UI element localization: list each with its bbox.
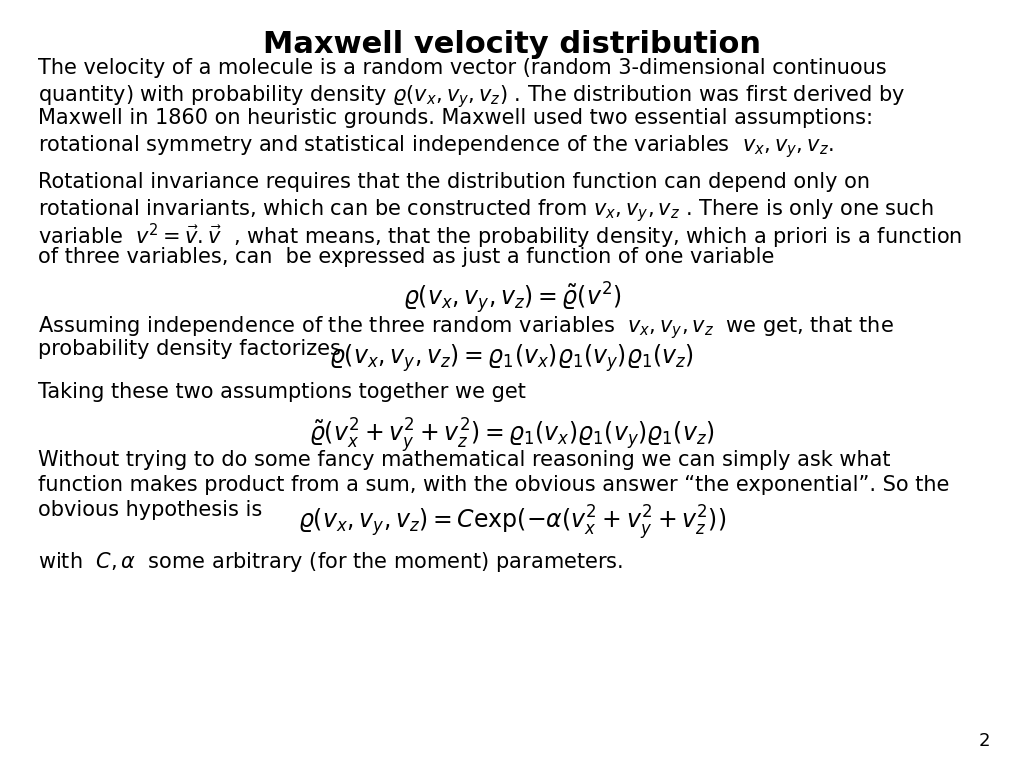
Text: quantity) with probability density $\varrho(v_x, v_y, v_z)$ . The distribution w: quantity) with probability density $\var… <box>38 83 905 110</box>
Text: variable  $v^2 = \vec{v}.\vec{v}$  , what means, that the probability density, w: variable $v^2 = \vec{v}.\vec{v}$ , what … <box>38 222 963 251</box>
Text: $\varrho(v_x, v_y, v_z) = \tilde{\varrho}(v^2)$: $\varrho(v_x, v_y, v_z) = \tilde{\varrho… <box>402 280 622 316</box>
Text: The velocity of a molecule is a random vector (random 3-dimensional continuous: The velocity of a molecule is a random v… <box>38 58 887 78</box>
Text: function makes product from a sum, with the obvious answer “the exponential”. So: function makes product from a sum, with … <box>38 475 949 495</box>
Text: Maxwell velocity distribution: Maxwell velocity distribution <box>263 30 761 59</box>
Text: rotational invariants, which can be constructed from $v_x, v_y, v_z$ . There is : rotational invariants, which can be cons… <box>38 197 934 223</box>
Text: of three variables, can  be expressed as just a function of one variable: of three variables, can be expressed as … <box>38 247 774 267</box>
Text: with  $C, \alpha$  some arbitrary (for the moment) parameters.: with $C, \alpha$ some arbitrary (for the… <box>38 550 624 574</box>
Text: Maxwell in 1860 on heuristic grounds. Maxwell used two essential assumptions:: Maxwell in 1860 on heuristic grounds. Ma… <box>38 108 873 128</box>
Text: Assuming independence of the three random variables  $v_x, v_y, v_z$  we get, th: Assuming independence of the three rando… <box>38 314 894 341</box>
Text: Without trying to do some fancy mathematical reasoning we can simply ask what: Without trying to do some fancy mathemat… <box>38 450 891 470</box>
Text: 2: 2 <box>979 732 990 750</box>
Text: Rotational invariance requires that the distribution function can depend only on: Rotational invariance requires that the … <box>38 172 870 192</box>
Text: $\varrho(v_x, v_y, v_z) = C \exp(-\alpha(v_x^2 + v_y^2 + v_z^2))$: $\varrho(v_x, v_y, v_z) = C \exp(-\alpha… <box>298 503 726 541</box>
Text: probability density factorizes: probability density factorizes <box>38 339 341 359</box>
Text: $\tilde{\varrho}(v_x^2 + v_y^2 + v_z^2) = \varrho_1(v_x)\varrho_1(v_y)\varrho_1(: $\tilde{\varrho}(v_x^2 + v_y^2 + v_z^2) … <box>309 416 715 455</box>
Text: $\varrho(v_x, v_y, v_z) = \varrho_1(v_x)\varrho_1(v_y)\varrho_1(v_z)$: $\varrho(v_x, v_y, v_z) = \varrho_1(v_x)… <box>330 342 694 374</box>
Text: Taking these two assumptions together we get: Taking these two assumptions together we… <box>38 382 526 402</box>
Text: obvious hypothesis is: obvious hypothesis is <box>38 500 262 520</box>
Text: rotational symmetry and statistical independence of the variables  $v_x, v_y, v_: rotational symmetry and statistical inde… <box>38 133 834 160</box>
